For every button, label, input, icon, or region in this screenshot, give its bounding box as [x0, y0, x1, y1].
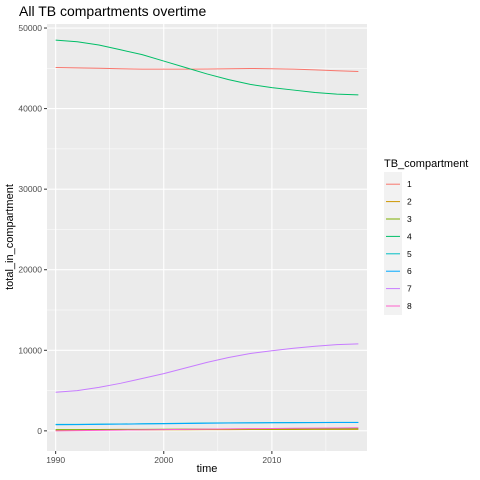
legend-title: TB_compartment [384, 158, 468, 170]
legend-label-8: 8 [407, 301, 412, 311]
legend-key-background [384, 172, 402, 315]
x-tick-label: 1990 [46, 455, 65, 465]
chart-title: All TB compartments overtime [19, 3, 206, 19]
x-tick-label: 2010 [262, 455, 281, 465]
legend-label-1: 1 [407, 179, 412, 189]
series-line-8 [55, 427, 359, 432]
y-axis: 0 10000 20000 30000 40000 50000 [18, 23, 47, 436]
series-lines [55, 39, 359, 432]
legend-label-2: 2 [407, 197, 412, 207]
legend-items: 1 2 3 4 5 6 7 8 [386, 179, 412, 311]
y-tick-label: 50000 [18, 23, 42, 33]
legend-label-5: 5 [407, 249, 412, 259]
x-axis: 1990 2000 2010 [46, 451, 282, 465]
series-line-6 [55, 421, 359, 426]
legend-label-4: 4 [407, 231, 412, 241]
legend-label-6: 6 [407, 266, 412, 276]
plot-panel [47, 24, 367, 451]
series-line-4 [55, 39, 359, 96]
y-tick-label: 20000 [18, 265, 42, 275]
series-line-1 [55, 67, 359, 73]
x-axis-title: time [197, 463, 218, 475]
legend-label-7: 7 [407, 284, 412, 294]
legend-label-3: 3 [407, 214, 412, 224]
y-axis-title: total_in_compartment [4, 184, 16, 290]
y-tick-label: 30000 [18, 184, 42, 194]
y-tick-label: 0 [37, 426, 42, 436]
x-tick-label: 2000 [154, 455, 173, 465]
y-tick-label: 10000 [18, 345, 42, 355]
legend: TB_compartment 1 2 3 4 5 6 7 8 [384, 158, 468, 315]
y-tick-label: 40000 [18, 104, 42, 114]
grid-minor [47, 24, 367, 451]
series-line-7 [55, 343, 359, 393]
